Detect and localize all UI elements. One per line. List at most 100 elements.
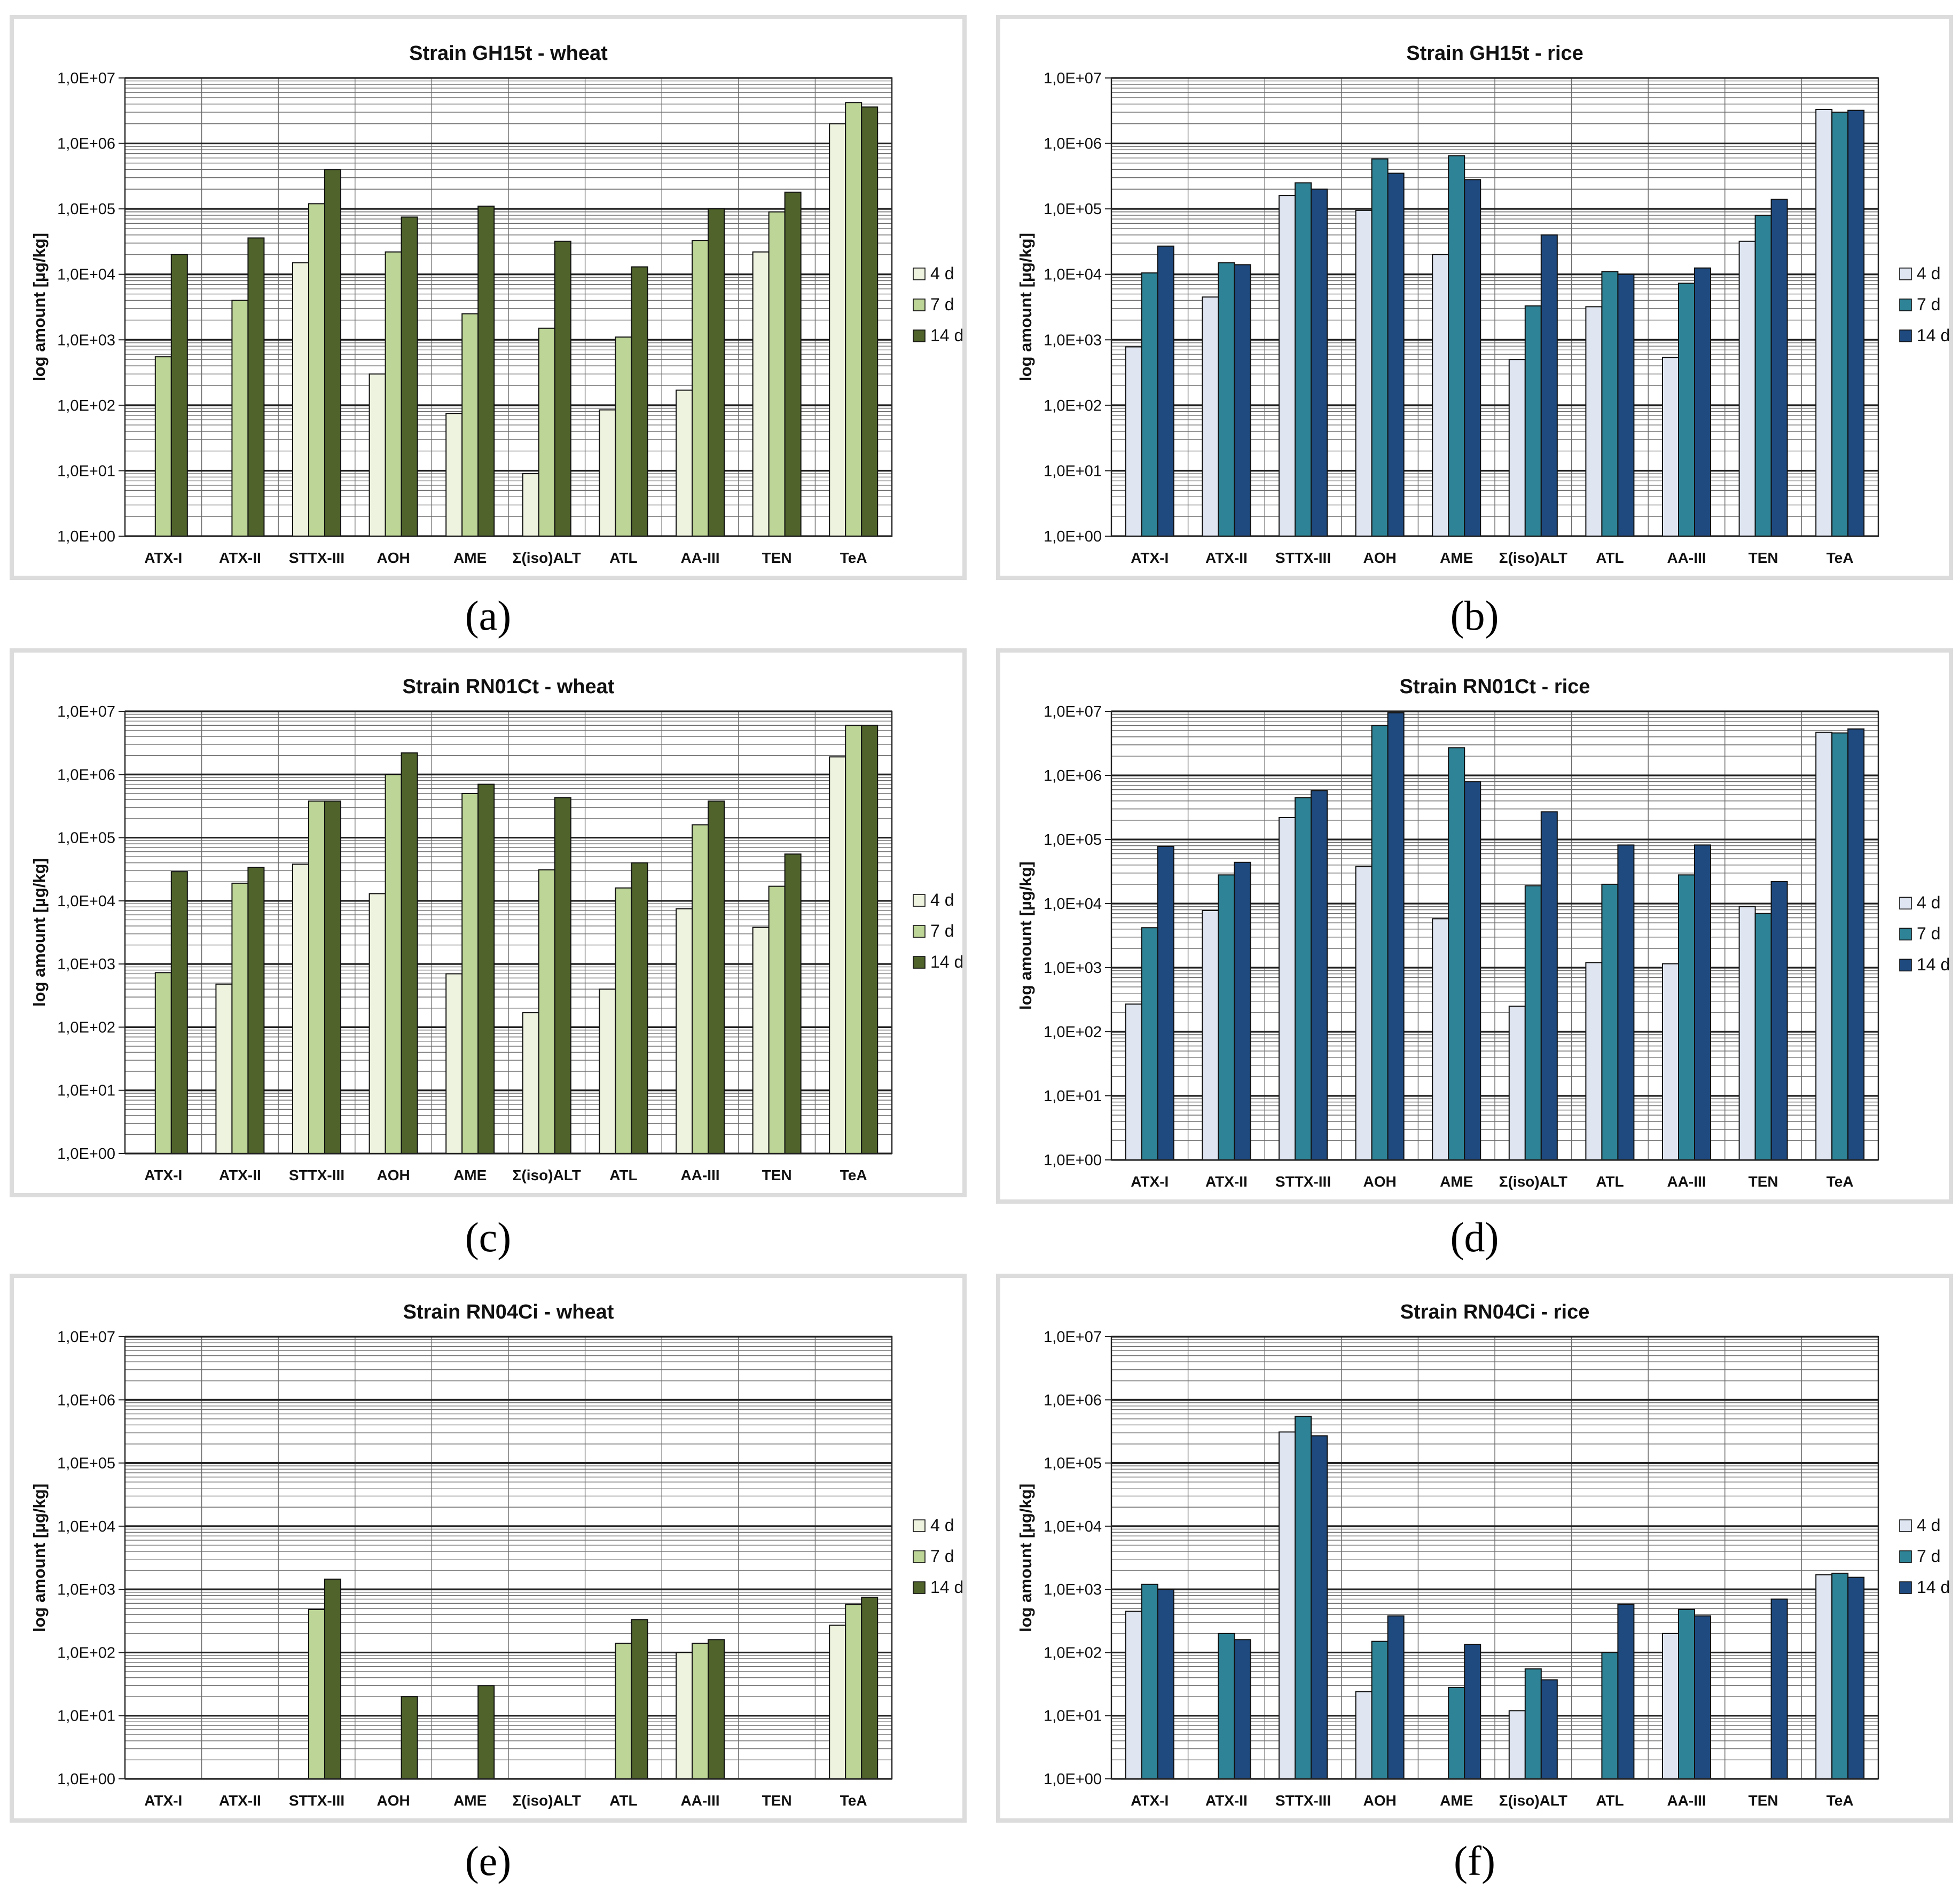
legend-swatch-7d: [1899, 1550, 1912, 1563]
plot-frame: [1110, 77, 1879, 537]
y-tick-label: 1,0E+07: [1044, 70, 1102, 87]
bar-4d-Σ(iso)ALT: [1508, 359, 1526, 537]
x-tick-label: ATL: [1596, 1173, 1624, 1190]
bar-7d-ATX-II: [1218, 1633, 1235, 1780]
bar-7d-ATX-I: [1141, 1583, 1158, 1779]
x-tick-label: STTX-III: [289, 1792, 344, 1809]
bar-14d-AME: [477, 206, 495, 537]
x-tick-label: TEN: [762, 1167, 792, 1183]
bar-4d-ATL: [599, 409, 616, 537]
bar-7d-Σ(iso)ALT: [1524, 1668, 1542, 1779]
x-tick-label: TEN: [762, 1792, 792, 1809]
bar-7d-ATL: [615, 1643, 632, 1780]
legend-label: 4 d: [1917, 1516, 1940, 1535]
legend-label: 4 d: [1917, 264, 1940, 283]
y-tick-label: 1,0E+07: [57, 1329, 115, 1346]
bar-7d-STTX-III: [1295, 182, 1312, 537]
legend-swatch-14d: [1899, 959, 1912, 972]
caption-f: (f): [1454, 1838, 1495, 1884]
bar-4d-AME: [1432, 918, 1449, 1160]
bar-4d-AME: [445, 413, 463, 537]
bar-14d-ATL: [631, 862, 648, 1155]
bar-14d-TeA: [1847, 1576, 1865, 1779]
y-tick-label: 1,0E+05: [1044, 831, 1102, 849]
bar-14d-ATX-I: [170, 871, 188, 1155]
x-tick-label: ATL: [1596, 1792, 1624, 1809]
x-tick-label: TEN: [1749, 550, 1778, 566]
caption-c: (c): [465, 1214, 512, 1260]
x-tick-label: ATX-I: [1131, 1173, 1169, 1190]
bar-7d-TeA: [845, 1604, 863, 1779]
chart-svg-e: 1,0E+00 1,0E+01 1,0E+02 1,0E+03 1,0E+04 1,0E+…: [30, 1301, 962, 1809]
x-tick-label: AME: [1440, 550, 1473, 566]
bar-14d-ATX-II: [1234, 1639, 1251, 1780]
y-tick-label: 1,0E+04: [1044, 266, 1102, 284]
plot-frame: [1110, 1336, 1879, 1780]
bar-14d-TeA: [861, 1596, 879, 1779]
x-tick-label: TeA: [840, 550, 867, 566]
bar-14d-Σ(iso)ALT: [554, 240, 571, 537]
chart-svg-a: 1,0E+00 1,0E+01 1,0E+02 1,0E+03 1,0E+04 1,0E+…: [30, 42, 962, 566]
bar-7d-AOH: [385, 251, 402, 537]
chart-panel-b: 1,0E+00 1,0E+01 1,0E+02 1,0E+03 1,0E+04 1,0E+…: [996, 15, 1953, 580]
bar-7d-Σ(iso)ALT: [1524, 885, 1542, 1160]
legend-swatch-7d: [913, 1550, 926, 1563]
bar-4d-TeA: [829, 756, 846, 1154]
bar-14d-AOH: [1387, 1615, 1405, 1779]
legend-label: 14 d: [1917, 1578, 1949, 1597]
legend-label: 7 d: [930, 921, 954, 940]
chart-svg-f: 1,0E+00 1,0E+01 1,0E+02 1,0E+03 1,0E+04 1,0E+…: [1016, 1301, 1949, 1809]
x-tick-label: ATX-I: [144, 550, 182, 566]
y-tick-label: 1,0E+01: [1044, 462, 1102, 480]
y-tick-label: 1,0E+00: [57, 1145, 115, 1163]
bar-7d-TeA: [845, 725, 863, 1155]
bar-14d-AA-III: [708, 1639, 725, 1780]
x-tick-label: AOH: [1363, 550, 1396, 566]
bar-7d-STTX-III: [1295, 797, 1312, 1160]
bar-7d-AME: [1448, 747, 1465, 1161]
bar-4d-ATL: [1585, 306, 1603, 537]
y-tick-label: 1,0E+04: [57, 266, 115, 284]
legend-swatch-7d: [1899, 299, 1912, 311]
bar-4d-AOH: [1355, 1691, 1373, 1779]
bar-4d-AA-III: [1662, 1633, 1679, 1780]
y-tick-label: 1,0E+05: [1044, 201, 1102, 218]
legend-swatch-7d: [913, 299, 926, 311]
x-tick-label: Σ(iso)ALT: [513, 1167, 581, 1183]
bar-7d-AA-III: [692, 824, 709, 1154]
y-tick-label: 1,0E+03: [57, 956, 115, 973]
x-tick-label: AA-III: [680, 1792, 719, 1809]
y-tick-label: 1,0E+03: [57, 1581, 115, 1598]
x-tick-label: ATX-I: [1131, 550, 1169, 566]
bar-14d-AME: [1464, 1644, 1481, 1780]
x-tick-label: AA-III: [680, 1167, 719, 1183]
x-tick-label: ATX-I: [144, 1167, 182, 1183]
x-tick-label: STTX-III: [1275, 550, 1331, 566]
bar-7d-AOH: [385, 774, 402, 1155]
bar-7d-ATL: [1601, 1652, 1619, 1780]
bar-14d-ATX-II: [247, 866, 265, 1154]
bar-4d-ATL: [1585, 962, 1603, 1160]
y-tick-label: 1,0E+03: [1044, 960, 1102, 977]
x-tick-label: TEN: [1749, 1173, 1778, 1190]
y-tick-label: 1,0E+01: [57, 1708, 115, 1725]
bar-7d-Σ(iso)ALT: [1524, 305, 1542, 537]
bar-4d-TeA: [1815, 109, 1833, 537]
caption-a: (a): [465, 592, 512, 639]
x-tick-label: AOH: [1363, 1792, 1396, 1809]
bar-14d-AA-III: [1694, 1615, 1711, 1779]
bar-14d-TeA: [861, 106, 879, 537]
y-tick-label: 1,0E+07: [57, 703, 115, 720]
bar-14d-ATX-II: [1234, 861, 1251, 1160]
bar-4d-ATX-I: [1125, 1611, 1142, 1779]
bar-7d-TEN: [768, 885, 786, 1154]
bar-14d-ATX-I: [1157, 245, 1174, 537]
x-tick-label: ATX-II: [1205, 1173, 1248, 1190]
legend-label: 14 d: [930, 326, 962, 345]
bar-7d-TeA: [1831, 112, 1849, 537]
bar-14d-Σ(iso)ALT: [554, 797, 571, 1154]
bar-4d-AA-III: [676, 389, 693, 537]
plot-frame: [1110, 710, 1879, 1161]
bar-4d-TEN: [1738, 906, 1756, 1160]
bar-7d-ATX-II: [1218, 874, 1235, 1160]
